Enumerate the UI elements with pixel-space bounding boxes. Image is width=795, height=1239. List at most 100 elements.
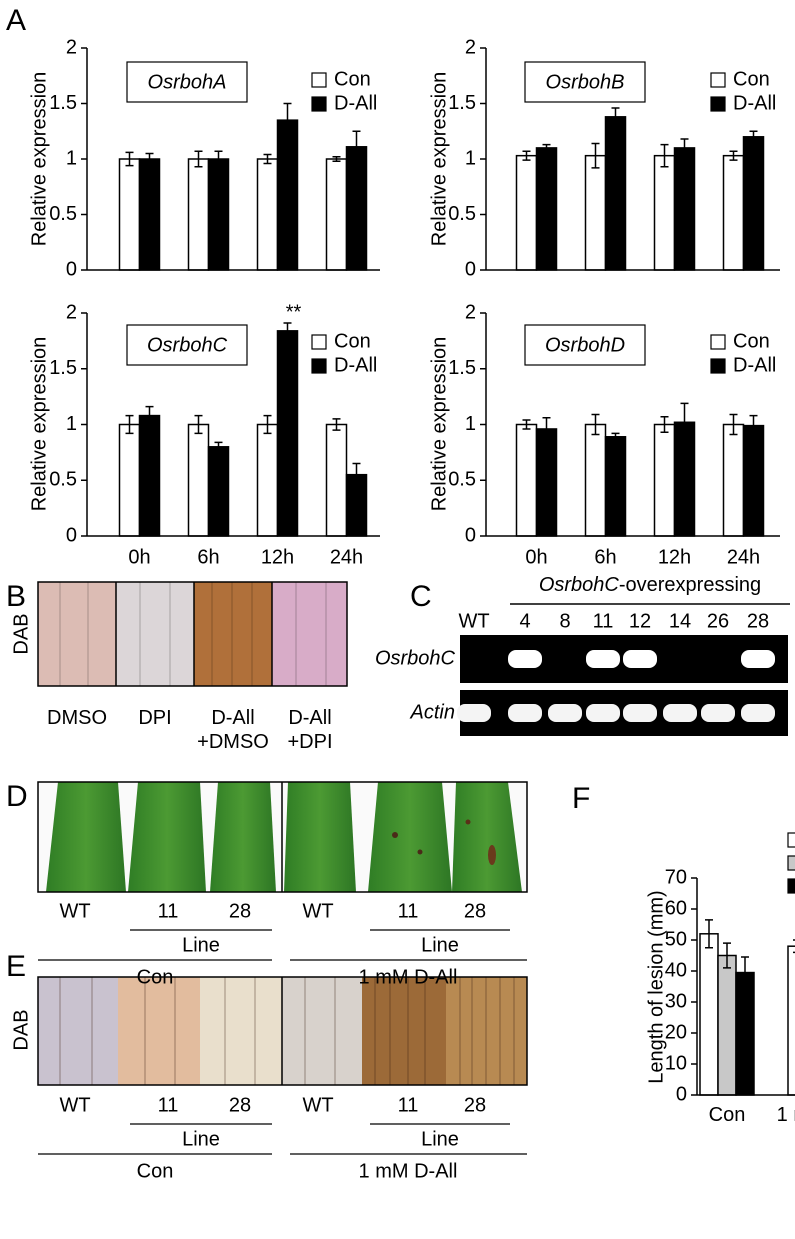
bar	[699, 933, 719, 1096]
bar	[207, 158, 230, 271]
chart-title: OsrbohB	[546, 71, 625, 93]
bar	[256, 158, 279, 271]
error-bar	[591, 413, 600, 436]
y-tick-label: 1	[66, 147, 77, 169]
y-tick-label: 0.5	[49, 203, 77, 225]
x-tick-label-box: 1 mM D-All	[777, 1104, 795, 1126]
error-bar	[263, 414, 272, 435]
photo-segment	[200, 977, 282, 1085]
error-bar	[332, 418, 341, 431]
error-bar	[749, 414, 758, 437]
lane-label: 11	[158, 900, 179, 922]
group-sublabel: Line	[182, 1128, 220, 1150]
leaf	[368, 782, 452, 892]
error-bar	[749, 130, 758, 144]
y-tick-label: 2	[66, 301, 77, 323]
bar	[535, 147, 558, 271]
y-tick-label: 0	[66, 524, 77, 546]
error-bar	[591, 142, 600, 169]
gel-band	[457, 704, 491, 722]
lane-label: 28	[464, 900, 486, 922]
photo-segment	[38, 582, 116, 686]
legend-swatch	[787, 855, 795, 871]
lane-label: D-All +DPI	[287, 707, 333, 753]
bar	[742, 136, 765, 271]
lane-label: 26	[707, 610, 729, 632]
stain-label: DAB	[10, 1009, 32, 1050]
bar	[276, 119, 299, 271]
y-axis-label: Length of lesion (mm)	[645, 890, 667, 1083]
x-tick-label: 12h	[261, 546, 294, 568]
gel-band	[701, 704, 735, 722]
legend-swatch	[787, 878, 795, 894]
legend-swatch	[311, 334, 327, 350]
y-tick-label: 20	[665, 1021, 687, 1043]
lane-label-box: DPI	[138, 707, 172, 729]
y-tick-label: 40	[665, 959, 687, 981]
lane-label-box: D-All +DMSO	[197, 707, 269, 753]
y-tick-label: 1.5	[49, 92, 77, 114]
frame	[37, 581, 348, 687]
lane-label: 11	[398, 900, 419, 922]
bar	[584, 154, 607, 271]
group-sublabel: Line	[421, 1128, 459, 1150]
error-bar	[611, 107, 620, 127]
legend-label: Con	[733, 330, 770, 352]
error-bar	[194, 414, 203, 435]
bar	[256, 423, 279, 537]
y-tick-label: 10	[665, 1052, 687, 1074]
gel-band	[623, 650, 657, 668]
leaf	[284, 782, 356, 892]
lane-label: DPI	[138, 707, 172, 729]
leaf-vein	[59, 977, 515, 1085]
lane-label: 11	[158, 1094, 179, 1116]
group-label: 1 mM D-All	[359, 1160, 458, 1182]
title-box	[524, 61, 646, 103]
panel-letter: C	[410, 580, 432, 613]
gel-header: OsrbohC-overexpressing	[539, 574, 761, 596]
lane-label: D-All +DMSO	[197, 707, 269, 753]
lane-label: 28	[464, 1094, 486, 1116]
error-bar	[723, 942, 731, 969]
legend-swatch	[710, 358, 726, 374]
error-bar	[352, 130, 361, 164]
bar	[735, 971, 755, 1096]
lane-label-box: DMSO	[47, 707, 107, 729]
legend-label: D-All	[733, 92, 776, 114]
bar	[604, 116, 627, 271]
header-suffix: -overexpressing	[619, 574, 761, 596]
panel-letter: B	[6, 580, 26, 613]
bar	[653, 154, 676, 271]
group-label: Con	[137, 1160, 174, 1182]
bar	[325, 158, 348, 271]
error-bar	[125, 151, 134, 167]
y-tick-label: 2	[66, 36, 77, 58]
title-box	[524, 324, 646, 366]
lesion	[417, 849, 423, 855]
photo-segment	[38, 977, 118, 1085]
group-label: 1 mM D-All	[359, 966, 458, 988]
bar	[118, 158, 141, 271]
photo-segment	[282, 977, 362, 1085]
bar	[276, 330, 299, 537]
legend-swatch	[311, 358, 327, 374]
bar	[207, 446, 230, 537]
y-tick-label: 1.5	[448, 92, 476, 114]
y-tick-label: 1	[465, 147, 476, 169]
legend-swatch	[311, 96, 327, 112]
error-bar	[145, 152, 154, 166]
legend-label: D-All	[334, 92, 377, 114]
y-tick-label: 1.5	[448, 357, 476, 379]
x-tick-label: Con	[708, 1104, 746, 1126]
error-bar	[680, 402, 689, 442]
bar	[604, 436, 627, 537]
gel-band	[508, 704, 542, 722]
leaf-image	[37, 781, 528, 893]
y-tick-label: 0	[676, 1083, 687, 1105]
x-tick-label-box: Con	[708, 1104, 746, 1126]
leaf	[210, 782, 276, 892]
x-tick-label: 6h	[197, 546, 219, 568]
legend-swatch	[710, 72, 726, 88]
group-label: Con	[137, 966, 174, 988]
